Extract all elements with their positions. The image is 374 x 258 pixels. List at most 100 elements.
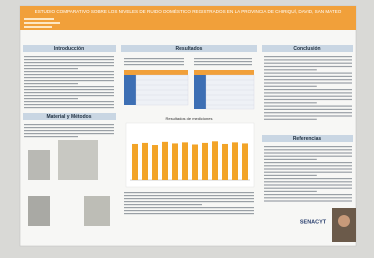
section-heading: Material y Métodos <box>46 114 91 120</box>
text-line <box>264 152 352 153</box>
text-line <box>24 65 114 66</box>
text-line <box>24 107 114 108</box>
text-line <box>264 76 352 77</box>
text-line <box>194 64 252 65</box>
text-line <box>124 64 184 65</box>
text-line <box>264 119 317 120</box>
bar <box>232 142 238 180</box>
text-line <box>264 149 352 150</box>
text-line <box>24 101 114 102</box>
screenshot: ESTUDIO COMPARATIVO SOBRE LOS NIVELES DE… <box>0 0 374 258</box>
text-line <box>194 58 252 59</box>
text-line <box>264 156 352 157</box>
text-line <box>124 61 184 62</box>
text-line <box>24 83 78 84</box>
section-heading: Referencias <box>293 136 322 142</box>
text-line <box>24 92 114 93</box>
text-line <box>264 69 317 70</box>
text-line <box>264 63 352 64</box>
photo <box>28 150 50 180</box>
text-line <box>24 124 114 125</box>
text-line <box>264 162 352 163</box>
bar <box>162 142 168 180</box>
bar <box>222 144 228 180</box>
text-line <box>264 56 352 57</box>
text-line <box>264 188 352 189</box>
table-column <box>124 75 136 105</box>
text-line <box>264 73 352 74</box>
bar <box>172 143 178 180</box>
text-line <box>264 197 352 198</box>
text-line <box>24 98 78 99</box>
text-line <box>264 109 352 110</box>
bar <box>182 142 188 180</box>
bar <box>212 141 218 180</box>
text-line <box>24 86 114 87</box>
text-line <box>24 127 114 128</box>
author-line <box>24 18 54 20</box>
text-line <box>264 191 317 192</box>
text-line <box>24 80 114 81</box>
text-line <box>264 175 317 176</box>
text-line <box>124 192 254 193</box>
text-line <box>24 133 114 134</box>
text-line <box>264 59 352 60</box>
text-line <box>264 89 352 90</box>
text-line <box>124 198 254 199</box>
author-line <box>24 22 60 24</box>
text-line <box>264 181 352 182</box>
text-line <box>264 172 352 173</box>
text-line <box>24 74 114 75</box>
poster-title: ESTUDIO COMPARATIVO SOBRE LOS NIVELES DE… <box>35 8 342 14</box>
text-line <box>264 146 352 147</box>
bar <box>242 143 248 180</box>
text-line <box>24 62 114 63</box>
table-right <box>194 70 254 109</box>
chart-title: Resultados de mediciones <box>166 116 213 121</box>
text-line <box>124 195 254 196</box>
author-line <box>24 26 52 28</box>
text-line <box>264 168 352 169</box>
text-line <box>264 194 352 195</box>
text-line <box>24 56 114 57</box>
text-line <box>264 115 352 116</box>
photo <box>84 196 110 226</box>
text-line <box>124 204 202 205</box>
text-line <box>24 77 114 78</box>
text-line <box>124 207 254 208</box>
text-line <box>264 159 317 160</box>
text-line <box>24 71 114 72</box>
text-line <box>194 61 252 62</box>
text-line <box>264 102 317 103</box>
text-line <box>264 178 352 179</box>
logo: SENACYT <box>300 219 327 225</box>
text-line <box>264 66 352 67</box>
text-line <box>124 201 254 202</box>
bar <box>142 143 148 180</box>
table-left <box>124 70 188 105</box>
text-line <box>24 130 114 131</box>
text-line <box>264 112 352 113</box>
text-line <box>24 68 78 69</box>
bar <box>152 145 158 180</box>
table-column <box>194 75 206 109</box>
text-line <box>264 99 352 100</box>
text-line <box>264 96 352 97</box>
text-line <box>264 106 352 107</box>
section-heading: Resultados <box>176 46 203 52</box>
text-line <box>24 104 114 105</box>
bar <box>202 143 208 180</box>
section-heading: Conclusión <box>293 46 320 52</box>
text-line <box>124 58 184 59</box>
page: {"header":{"title":"ESTUDIO COMPARATIVO … <box>0 0 374 258</box>
text-line <box>24 95 114 96</box>
text-line <box>124 213 254 214</box>
text-line <box>124 210 254 211</box>
text-line <box>264 82 352 83</box>
photo <box>58 140 98 180</box>
text-line <box>264 165 352 166</box>
photo <box>28 196 50 226</box>
bar <box>192 144 198 180</box>
text-line <box>24 89 114 90</box>
webcam-face <box>338 215 350 227</box>
